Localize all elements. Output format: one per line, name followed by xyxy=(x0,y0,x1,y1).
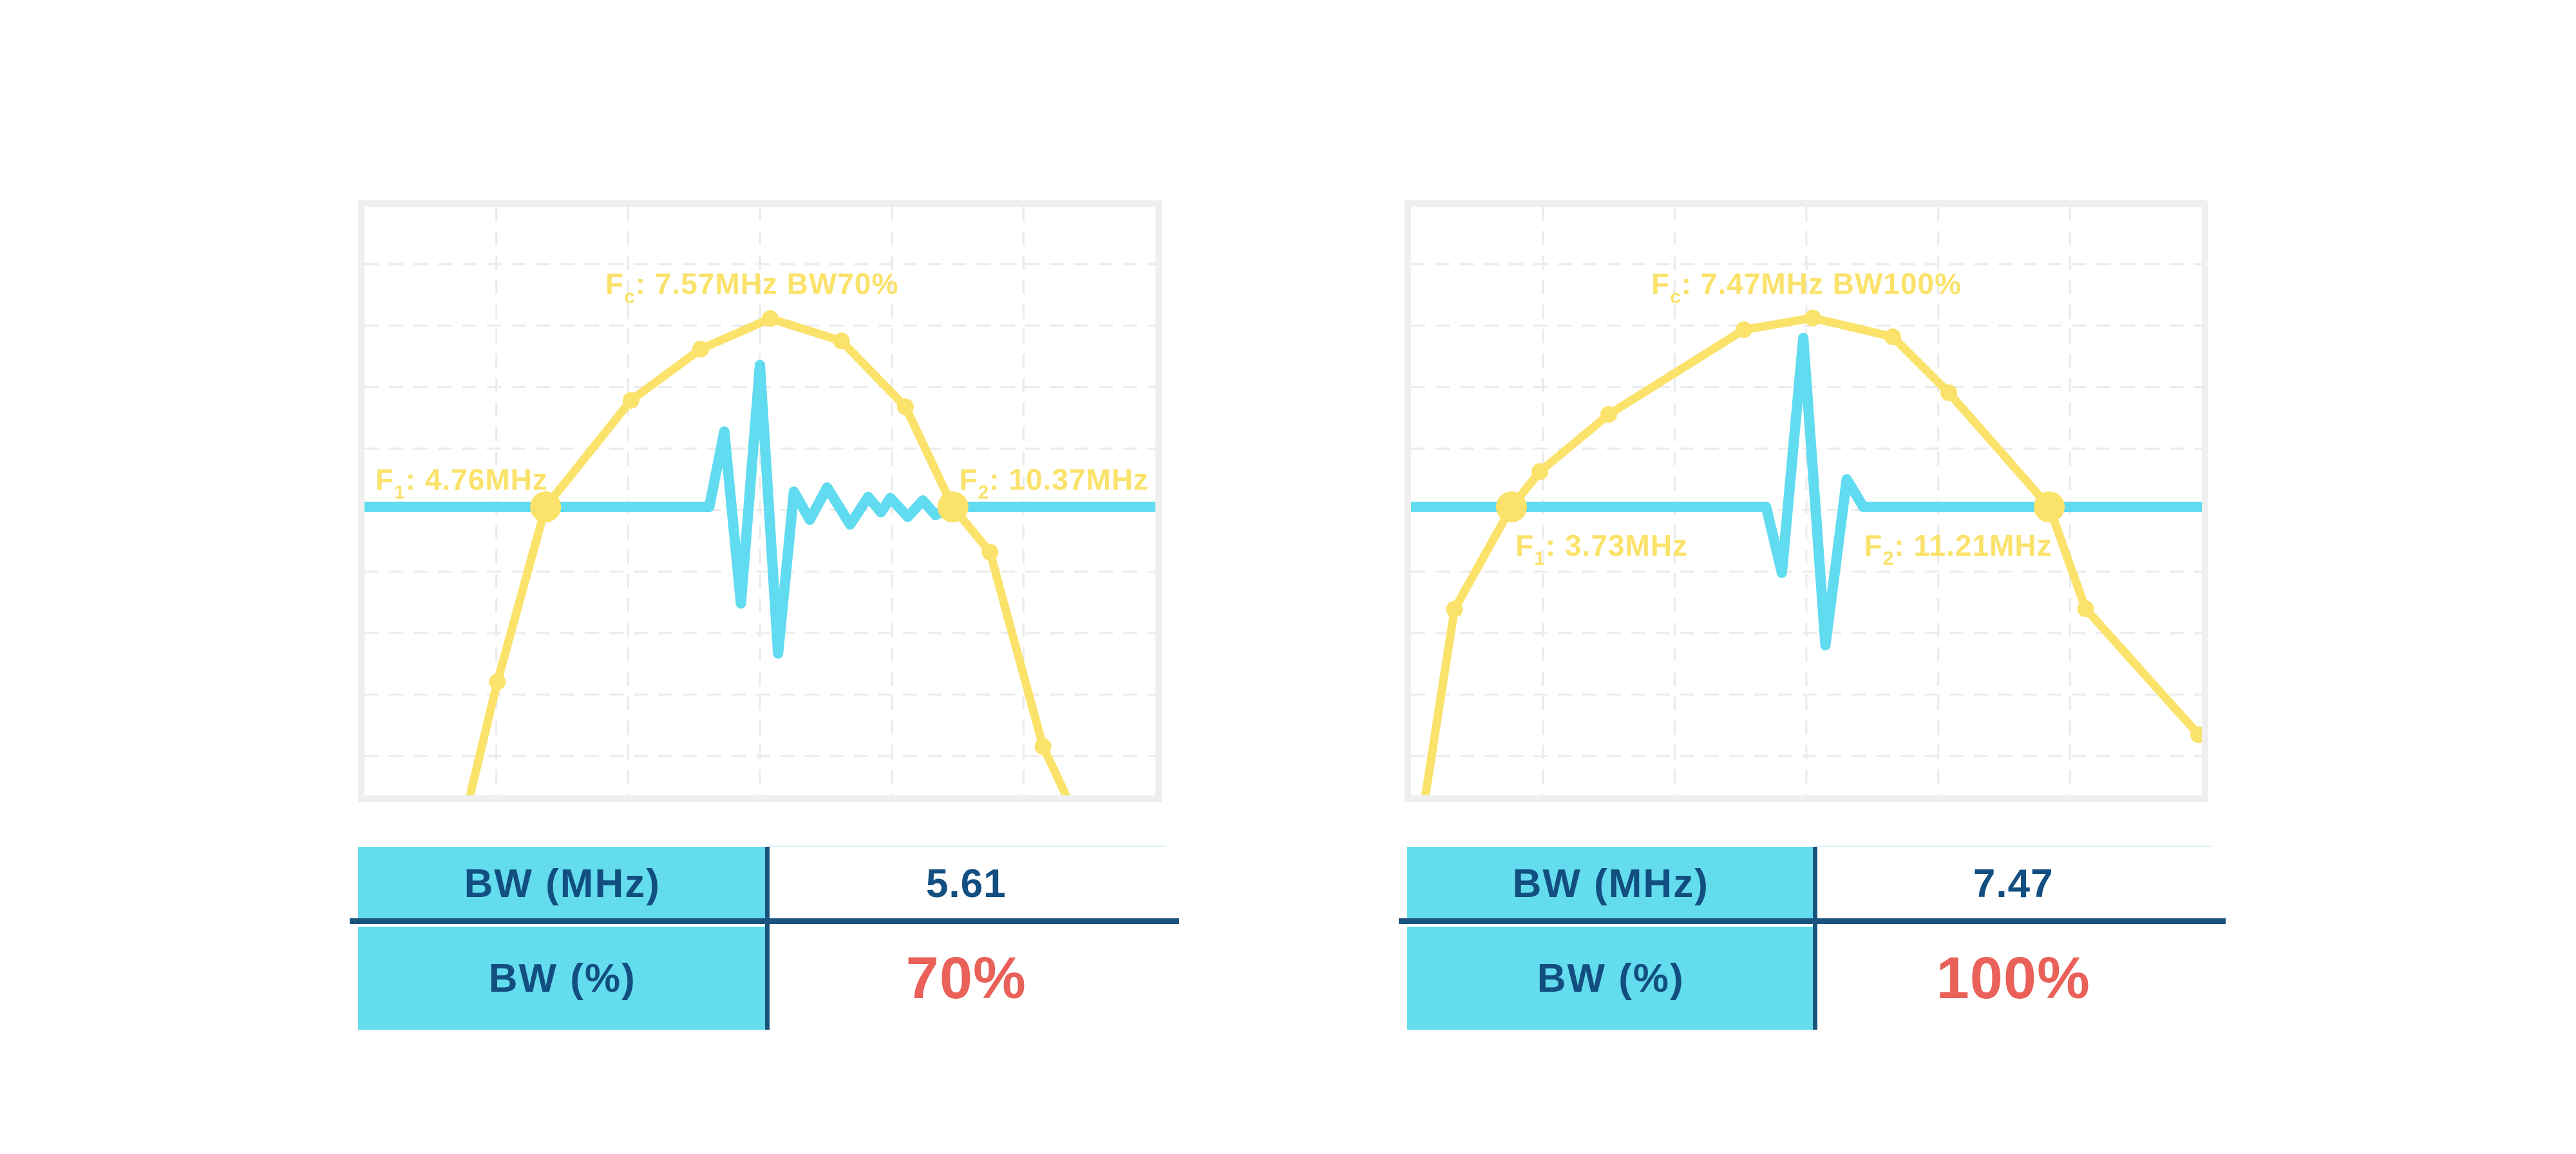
spectrum-curve xyxy=(1421,314,2202,795)
bandwidth-table-bw70: BW (MHz) 5.61 BW (%) 70% xyxy=(350,846,1179,1030)
table-column-divider xyxy=(764,847,770,1030)
pulse-waveform xyxy=(365,359,1155,659)
bw-pct-value-cell: 100% xyxy=(1814,927,2212,1030)
spectrum-marker xyxy=(833,332,850,350)
f1-annotation: F1: 4.76MHz xyxy=(375,463,548,504)
bw-mhz-label-cell: BW (MHz) xyxy=(358,847,767,921)
bw-pct-value-cell: 70% xyxy=(766,927,1166,1030)
bw-mhz-value-cell: 7.47 xyxy=(1814,847,2212,921)
bw-mhz-value: 5.61 xyxy=(925,862,1007,906)
spectrum-marker xyxy=(1531,463,1549,480)
table-topline xyxy=(1814,846,2212,847)
bw-mhz-label-cell: BW (MHz) xyxy=(1407,847,1815,921)
band-edge-marker xyxy=(1495,491,1527,523)
band-edge-marker xyxy=(937,491,969,523)
bw-pct-label-cell: BW (%) xyxy=(358,927,767,1030)
spectrum-marker xyxy=(981,544,999,561)
table-row-divider xyxy=(350,918,1179,924)
bw-mhz-value-cell: 5.61 xyxy=(766,847,1166,921)
f2-annotation: F2: 10.37MHz xyxy=(960,463,1150,504)
pulse-waveform xyxy=(1411,332,2202,650)
table-row: BW (MHz) 7.47 xyxy=(1407,847,2212,921)
f2-annotation: F2: 11.21MHz xyxy=(1864,529,2052,569)
bw-pct-label: BW (%) xyxy=(1537,956,1685,1001)
spectrum-curve xyxy=(466,314,1071,795)
fc-annotation: Fc: 7.47MHz BW100% xyxy=(1651,267,1962,307)
spectrum-marker xyxy=(2190,726,2202,743)
spectrum-marker xyxy=(896,398,914,415)
f1-annotation: F1: 3.73MHz xyxy=(1515,529,1688,569)
table-row: BW (%) 70% xyxy=(358,927,1166,1030)
spectrum-marker xyxy=(761,310,779,327)
spectrum-marker xyxy=(489,673,506,690)
band-edge-marker xyxy=(2033,491,2065,523)
band-edge-marker xyxy=(530,491,562,523)
bw-pct-label-cell: BW (%) xyxy=(1407,927,1815,1030)
bw-mhz-label: BW (MHz) xyxy=(464,862,661,906)
table-topline xyxy=(766,846,1166,847)
bw-pct-label: BW (%) xyxy=(488,956,636,1001)
spectrum-marker xyxy=(1884,328,1901,345)
table-row: BW (MHz) 5.61 xyxy=(358,847,1166,921)
spectrum-marker xyxy=(1446,601,1463,618)
table-row: BW (%) 100% xyxy=(1407,927,2212,1030)
bandwidth-table-bw100: BW (MHz) 7.47 BW (%) 100% xyxy=(1399,846,2226,1030)
spectrum-marker xyxy=(1600,406,1617,423)
table-row-divider xyxy=(1399,918,2226,924)
spectrum-panel-bw100: Fc: 7.47MHz BW100% F1: 3.73MHz F2: 11.21MH… xyxy=(1405,200,2208,802)
spectrum-chart-bw70: Fc: 7.57MHz BW70% F1: 4.76MHz F2: 10.37MHz xyxy=(365,207,1155,795)
bw-mhz-label: BW (MHz) xyxy=(1512,862,1709,906)
spectrum-marker xyxy=(1940,384,1958,401)
spectrum-marker xyxy=(1804,309,1821,326)
spectrum-marker xyxy=(1735,321,1752,339)
spectrum-chart-bw100: Fc: 7.47MHz BW100% F1: 3.73MHz F2: 11.21MH… xyxy=(1411,207,2202,795)
table-column-divider xyxy=(1812,847,1817,1030)
spectrum-panel-bw70: Fc: 7.57MHz BW70% F1: 4.76MHz F2: 10.37MHz xyxy=(358,200,1162,802)
spectrum-marker xyxy=(1034,738,1052,755)
bw-pct-value: 70% xyxy=(905,945,1027,1011)
spectrum-marker xyxy=(692,341,709,358)
fc-annotation: Fc: 7.57MHz BW70% xyxy=(605,267,898,307)
bw-mhz-value: 7.47 xyxy=(1973,862,2054,906)
spectrum-marker xyxy=(622,392,639,409)
spectrum-marker xyxy=(2077,600,2094,618)
bw-pct-value: 100% xyxy=(1936,945,2090,1011)
